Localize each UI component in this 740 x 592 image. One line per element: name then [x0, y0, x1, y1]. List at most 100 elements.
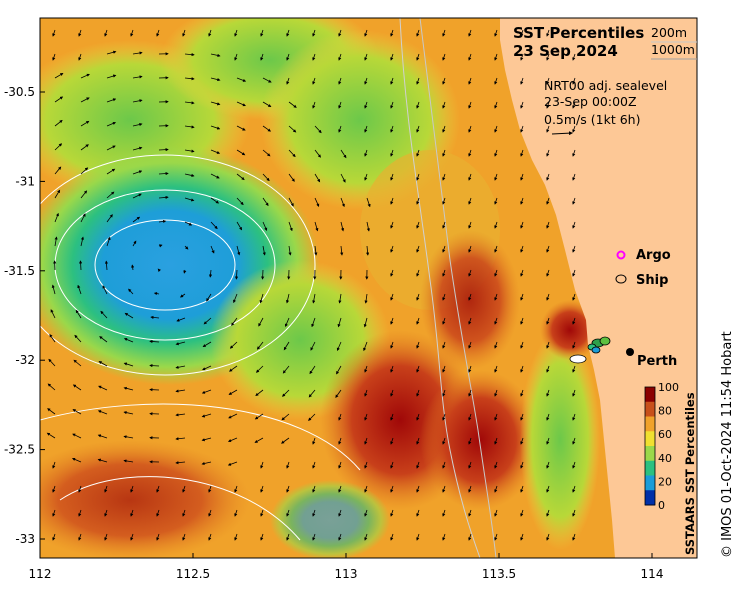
current-arrow-icon	[416, 509, 420, 517]
colorbar-segment	[645, 490, 655, 506]
y-tick-label: -33	[15, 532, 35, 546]
current-arrow-icon	[312, 437, 316, 445]
current-arrow-icon	[442, 437, 446, 445]
current-arrow-icon	[390, 293, 394, 301]
current-arrow-icon	[364, 125, 368, 133]
current-arrow-icon	[236, 101, 246, 107]
current-arrow-icon	[494, 437, 498, 445]
current-arrow-icon	[227, 437, 238, 443]
current-arrow-icon	[442, 77, 446, 85]
current-arrow-icon	[201, 389, 212, 394]
current-arrow-icon	[364, 53, 368, 61]
current-arrow-icon	[572, 269, 576, 277]
current-arrow-icon	[468, 461, 472, 469]
current-arrow-icon	[314, 149, 321, 158]
current-arrow-icon	[364, 509, 368, 517]
current-arrow-icon	[284, 317, 290, 328]
current-arrow-icon	[79, 260, 83, 271]
current-arrow-icon	[520, 437, 524, 445]
current-arrow-icon	[312, 101, 316, 109]
current-arrow-icon	[416, 173, 420, 181]
current-arrow-icon	[546, 317, 550, 325]
current-arrow-icon	[468, 197, 472, 205]
current-arrow-icon	[98, 361, 108, 367]
current-arrow-icon	[442, 365, 446, 373]
current-arrow-icon	[416, 221, 420, 229]
current-arrow-icon	[364, 389, 368, 397]
current-arrow-icon	[50, 309, 56, 319]
current-arrow-icon	[236, 173, 245, 181]
current-arrow-icon	[468, 533, 472, 541]
current-arrow-icon	[442, 101, 446, 109]
current-arrow-icon	[286, 77, 290, 85]
current-arrow-icon	[286, 533, 290, 541]
current-arrow-icon	[179, 293, 186, 298]
current-arrow-icon	[468, 389, 472, 397]
current-arrow-icon	[132, 193, 142, 199]
current-arrow-icon	[494, 485, 498, 493]
current-arrow-icon	[54, 119, 63, 127]
current-arrow-icon	[97, 434, 108, 439]
current-arrow-icon	[390, 389, 394, 397]
current-arrow-icon	[132, 216, 141, 223]
current-arrow-icon	[390, 101, 394, 109]
current-arrow-icon	[442, 197, 446, 205]
current-arrow-icon	[80, 97, 90, 103]
current-arrow-icon	[78, 485, 82, 493]
current-arrow-icon	[468, 77, 472, 85]
current-arrow-icon	[572, 413, 576, 421]
current-arrow-icon	[442, 29, 446, 37]
current-arrow-icon	[229, 341, 238, 349]
current-arrow-icon	[286, 485, 290, 493]
current-arrow-icon	[546, 173, 550, 181]
current-arrow-icon	[546, 77, 550, 85]
current-arrow-icon	[288, 173, 295, 182]
current-arrow-icon	[468, 221, 472, 229]
current-arrow-icon	[572, 77, 576, 85]
colorbar-segment	[645, 387, 655, 403]
current-arrow-icon	[338, 77, 342, 85]
current-arrow-icon	[468, 269, 472, 277]
y-tick-label: -30.5	[4, 85, 35, 99]
current-time: 23-Sep 00:00Z	[544, 94, 637, 109]
current-arrow-icon	[572, 125, 576, 133]
current-arrow-icon	[363, 317, 368, 328]
current-arrow-icon	[546, 365, 550, 373]
current-arrow-icon	[494, 125, 498, 133]
current-arrow-icon	[236, 245, 241, 256]
current-arrow-icon	[572, 461, 576, 469]
current-arrow-icon	[106, 145, 116, 151]
current-arrow-icon	[520, 77, 524, 85]
current-arrow-icon	[442, 389, 446, 397]
current-arrow-icon	[99, 336, 108, 343]
current-arrow-icon	[494, 77, 498, 85]
current-arrow-icon	[124, 312, 134, 319]
current-arrow-icon	[546, 341, 550, 349]
current-arrow-icon	[340, 197, 345, 208]
current-arrow-icon	[80, 167, 89, 175]
current-arrow-icon	[572, 101, 576, 109]
current-arrow-icon	[546, 245, 550, 253]
current-arrow-icon	[260, 461, 264, 469]
current-arrow-icon	[338, 53, 342, 61]
current-arrow-icon	[572, 533, 576, 541]
current-arrow-icon	[390, 149, 394, 157]
argo-marker-icon	[616, 250, 626, 260]
current-arrow-icon	[52, 29, 56, 37]
current-arrow-icon	[520, 53, 524, 61]
current-arrow-icon	[520, 221, 524, 229]
current-arrow-icon	[572, 293, 576, 301]
current-arrow-icon	[104, 533, 108, 541]
current-arrow-icon	[158, 171, 169, 176]
current-arrow-icon	[47, 383, 56, 391]
current-arrow-icon	[390, 317, 394, 325]
current-arrow-icon	[283, 341, 290, 351]
current-arrow-icon	[572, 221, 576, 229]
current-arrow-icon	[546, 437, 550, 445]
current-arrow-icon	[308, 413, 316, 421]
current-arrow-icon	[208, 29, 212, 37]
current-arrow-icon	[262, 197, 269, 207]
current-arrow-icon	[54, 73, 64, 79]
current-arrow-icon	[288, 245, 292, 256]
current-arrow-icon	[106, 50, 117, 55]
